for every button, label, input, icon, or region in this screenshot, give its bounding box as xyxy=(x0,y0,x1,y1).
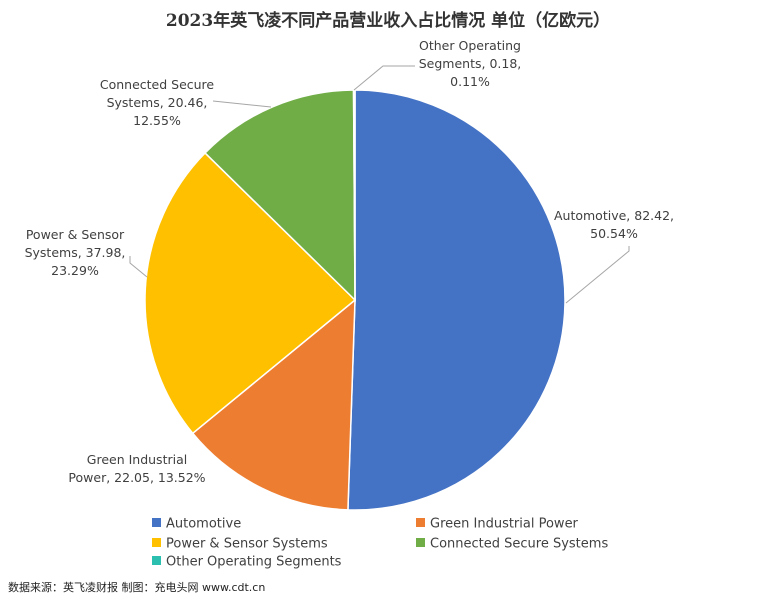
leader-line-other-operating-segments xyxy=(353,65,415,91)
data-label-other-operating-segments: Other Operating Segments, 0.18, 0.11% xyxy=(419,38,522,89)
data-label-automotive: Automotive, 82.42, 50.54% xyxy=(554,208,674,241)
legend-item-green-industrial-power: Green Industrial Power xyxy=(416,517,579,532)
legend-swatch xyxy=(152,538,161,547)
leader-line-power-and-sensor-systems xyxy=(129,256,148,278)
legend-item-power-and-sensor-systems: Power & Sensor Systems xyxy=(152,537,328,552)
pie-slices xyxy=(144,89,566,511)
legend-item-automotive: Automotive xyxy=(152,517,241,532)
leader-line-automotive xyxy=(565,246,630,304)
data-labels: Automotive, 82.42, 50.54% Green Industrial… xyxy=(25,38,674,485)
legend-swatch xyxy=(416,538,425,547)
legend-item-other-operating-segments: Other Operating Segments xyxy=(152,555,342,570)
data-label-connected-secure-systems: Connected Secure Systems, 20.46, 12.55% xyxy=(100,77,215,128)
pie-slice-power-and-sensor-systems xyxy=(144,151,357,435)
pie-slice-automotive xyxy=(347,89,566,511)
data-label-power-and-sensor-systems: Power & Sensor Systems, 37.98, 23.29% xyxy=(25,227,126,278)
pie-slice-connected-secure-systems xyxy=(204,89,356,302)
legend-label: Automotive xyxy=(166,517,241,532)
leader-lines xyxy=(129,65,630,304)
legend-label: Green Industrial Power xyxy=(430,517,579,532)
leader-line-connected-secure-systems xyxy=(212,100,272,108)
legend-swatch xyxy=(416,518,425,527)
legend: Automotive Green Industrial Power Power & … xyxy=(152,517,608,570)
legend-label: Other Operating Segments xyxy=(166,555,342,570)
chart-title: 2023年英飞凌不同产品营业收入占比情况 单位（亿欧元） xyxy=(166,10,610,31)
source-note: 数据来源：英飞凌财报 制图：充电头网 www.cdt.cn xyxy=(8,580,265,594)
legend-label: Connected Secure Systems xyxy=(430,537,608,552)
legend-label: Power & Sensor Systems xyxy=(166,537,328,552)
legend-item-connected-secure-systems: Connected Secure Systems xyxy=(416,537,608,552)
pie-slice-green-industrial-power xyxy=(191,298,356,511)
legend-swatch xyxy=(152,556,161,565)
legend-swatch xyxy=(152,518,161,527)
data-label-green-industrial-power: Green Industrial Power, 22.05, 13.52% xyxy=(68,452,205,485)
